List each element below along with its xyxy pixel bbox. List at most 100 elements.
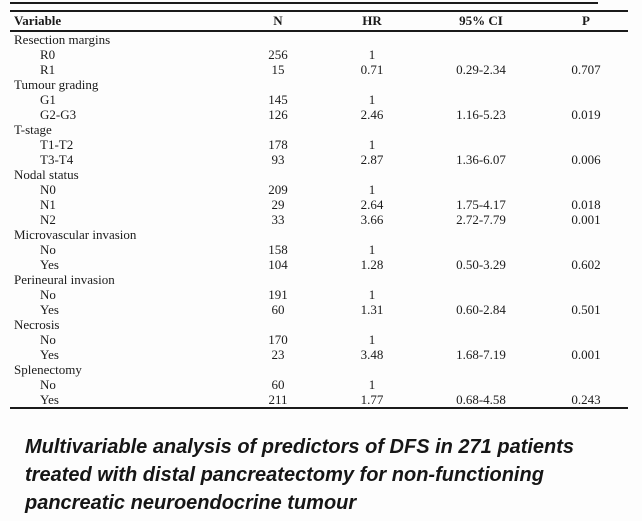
group-row: Perineural invasion bbox=[10, 272, 628, 287]
ci-cell: 0.60-2.84 bbox=[456, 302, 506, 317]
variable-cell: N2 bbox=[40, 212, 56, 227]
n-cell: 104 bbox=[268, 257, 288, 272]
ci-cell bbox=[418, 362, 544, 377]
caption-line-2: treated with distal pancreatectomy for n… bbox=[25, 464, 544, 486]
ci-cell: 1.68-7.19 bbox=[456, 347, 506, 362]
hr-cell bbox=[326, 77, 418, 92]
variable-cell: No bbox=[40, 332, 56, 347]
variable-cell: Resection margins bbox=[14, 32, 111, 47]
n-cell bbox=[230, 362, 326, 377]
variable-cell: Yes bbox=[40, 257, 59, 272]
variable-cell: N0 bbox=[40, 182, 56, 197]
hr-cell bbox=[326, 227, 418, 242]
hr-cell: 2.87 bbox=[360, 152, 384, 167]
p-cell bbox=[544, 182, 628, 197]
hr-cell: 3.66 bbox=[360, 212, 384, 227]
group-row: Necrosis bbox=[10, 317, 628, 332]
data-row: No 191 1 bbox=[10, 287, 628, 302]
table-caption: Multivariable analysis of predictors of … bbox=[25, 433, 642, 517]
data-row: No 170 1 bbox=[10, 332, 628, 347]
p-cell bbox=[544, 92, 628, 107]
variable-cell: N1 bbox=[40, 197, 56, 212]
n-cell: 93 bbox=[271, 152, 285, 167]
variable-cell: Yes bbox=[40, 302, 59, 317]
data-row: T3-T4 93 2.87 1.36-6.07 0.006 bbox=[10, 152, 628, 167]
column-header-variable: Variable bbox=[10, 11, 230, 32]
n-cell: 145 bbox=[268, 92, 288, 107]
column-header-n: N bbox=[230, 11, 326, 32]
ci-cell bbox=[418, 227, 544, 242]
n-cell bbox=[230, 31, 326, 47]
data-row: N0 209 1 bbox=[10, 182, 628, 197]
hr-cell: 1 bbox=[368, 92, 376, 107]
data-row: T1-T2 178 1 bbox=[10, 137, 628, 152]
hr-cell: 2.46 bbox=[360, 107, 384, 122]
ci-cell: 2.72-7.79 bbox=[456, 212, 506, 227]
p-cell bbox=[544, 137, 628, 152]
p-cell bbox=[544, 242, 628, 257]
top-partial-rule bbox=[10, 2, 598, 4]
table-body: Resection margins R0 256 1 R1 15 0.71 0.29-2.34… bbox=[10, 31, 628, 408]
variable-cell: R1 bbox=[40, 62, 56, 77]
ci-cell bbox=[418, 287, 544, 302]
p-cell bbox=[544, 377, 628, 392]
p-cell: 0.602 bbox=[571, 257, 601, 272]
p-cell: 0.707 bbox=[571, 62, 601, 77]
p-cell bbox=[544, 122, 628, 137]
hr-cell bbox=[326, 167, 418, 182]
group-row: Tumour grading bbox=[10, 77, 628, 92]
p-cell bbox=[544, 227, 628, 242]
variable-cell: T-stage bbox=[14, 122, 52, 137]
n-cell bbox=[230, 227, 326, 242]
variable-cell: No bbox=[40, 287, 56, 302]
ci-cell bbox=[418, 332, 544, 347]
hr-cell bbox=[326, 317, 418, 332]
p-cell: 0.501 bbox=[571, 302, 601, 317]
ci-cell: 0.29-2.34 bbox=[456, 62, 506, 77]
variable-cell: Microvascular invasion bbox=[14, 227, 137, 242]
data-row: R1 15 0.71 0.29-2.34 0.707 bbox=[10, 62, 628, 77]
n-cell: 23 bbox=[271, 347, 285, 362]
ci-cell: 1.16-5.23 bbox=[456, 107, 506, 122]
data-row: N2 33 3.66 2.72-7.79 0.001 bbox=[10, 212, 628, 227]
n-cell: 256 bbox=[268, 47, 288, 62]
variable-cell: T1-T2 bbox=[40, 137, 74, 152]
data-row: G1 145 1 bbox=[10, 92, 628, 107]
header-row: Variable N HR 95% CI P bbox=[10, 11, 628, 32]
hr-cell: 1.31 bbox=[360, 302, 384, 317]
ci-cell bbox=[418, 31, 544, 47]
p-cell bbox=[544, 272, 628, 287]
hr-cell bbox=[326, 31, 418, 47]
ci-cell bbox=[418, 47, 544, 62]
group-row: Microvascular invasion bbox=[10, 227, 628, 242]
ci-cell bbox=[418, 137, 544, 152]
group-row: T-stage bbox=[10, 122, 628, 137]
n-cell: 15 bbox=[271, 62, 285, 77]
hr-cell: 1 bbox=[368, 182, 376, 197]
hr-cell: 2.64 bbox=[360, 197, 384, 212]
n-cell: 60 bbox=[271, 377, 285, 392]
n-cell: 29 bbox=[271, 197, 285, 212]
hr-cell: 3.48 bbox=[360, 347, 384, 362]
p-cell bbox=[544, 332, 628, 347]
p-cell bbox=[544, 317, 628, 332]
variable-cell: Nodal status bbox=[14, 167, 79, 182]
ci-cell bbox=[418, 317, 544, 332]
variable-cell: T3-T4 bbox=[40, 152, 74, 167]
n-cell: 126 bbox=[268, 107, 288, 122]
n-cell bbox=[230, 77, 326, 92]
p-cell: 0.001 bbox=[571, 212, 601, 227]
hr-cell bbox=[326, 362, 418, 377]
group-row: Resection margins bbox=[10, 31, 628, 47]
ci-cell bbox=[418, 167, 544, 182]
hr-cell: 1 bbox=[368, 242, 376, 257]
variable-cell: Yes bbox=[40, 347, 59, 362]
n-cell: 209 bbox=[268, 182, 288, 197]
hr-cell bbox=[326, 272, 418, 287]
column-header-95-ci: 95% CI bbox=[418, 11, 544, 32]
p-cell bbox=[544, 167, 628, 182]
hr-cell: 1 bbox=[368, 377, 376, 392]
variable-cell: G1 bbox=[40, 92, 56, 107]
ci-cell: 0.68-4.58 bbox=[456, 392, 506, 407]
hr-cell: 1 bbox=[368, 332, 376, 347]
